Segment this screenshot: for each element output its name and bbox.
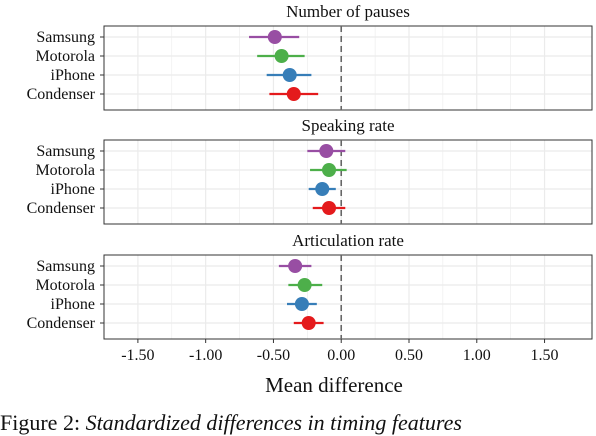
category-label: Condenser: [27, 200, 96, 217]
panel-title: Articulation rate: [292, 231, 404, 250]
panel-border: [103, 25, 593, 111]
point-estimate: [322, 163, 337, 177]
caption-prefix: Figure 2:: [0, 410, 86, 435]
x-tick-label: -0.50: [257, 347, 290, 364]
category-label: Condenser: [27, 315, 96, 332]
x-tick-label: -1.50: [121, 347, 154, 364]
point-estimate: [322, 201, 337, 215]
point-estimate: [286, 87, 301, 101]
category-label: iPhone: [51, 67, 95, 84]
category-label: Samsung: [36, 29, 95, 46]
category-label: Samsung: [36, 143, 95, 160]
facet-panels: Number of pauses Samsung Motorola iPhone Con…: [27, 2, 593, 340]
point-estimate: [319, 144, 334, 158]
point-estimate: [274, 49, 289, 63]
x-tick-label: -1.00: [189, 347, 222, 364]
category-label: Motorola: [35, 162, 95, 179]
facet-panel: Number of pauses Samsung Motorola iPhone Con…: [27, 2, 593, 111]
panel-title: Speaking rate: [302, 116, 395, 135]
panel-border: [103, 254, 593, 340]
point-estimate: [294, 297, 309, 311]
x-tick-label: 1.00: [463, 347, 491, 364]
panel-title: Number of pauses: [286, 2, 410, 21]
category-label: iPhone: [51, 296, 95, 313]
figure-caption: Figure 2: Standardized differences in ti…: [0, 410, 596, 436]
caption-text: Standardized differences in timing featu…: [85, 410, 462, 435]
point-estimate: [301, 316, 316, 330]
x-tick-label: 0.50: [395, 347, 423, 364]
point-estimate: [297, 278, 312, 292]
category-label: Condenser: [27, 86, 96, 103]
category-label: iPhone: [51, 181, 95, 198]
point-estimate: [267, 30, 282, 44]
x-axis-label: Mean difference: [265, 373, 403, 397]
x-tick-label: 0.00: [327, 347, 355, 364]
facet-panel: Articulation rate Samsung Motorola iPhone Co…: [27, 231, 593, 340]
point-estimate: [288, 259, 303, 273]
point-estimate: [315, 182, 330, 196]
category-label: Motorola: [35, 48, 95, 65]
x-tick-label: 1.50: [531, 347, 559, 364]
point-estimate: [282, 68, 297, 82]
x-axis: -1.50 -1.00 -0.50 0.00 0.50 1.00 1.50: [121, 339, 559, 364]
facet-panel: Speaking rate Samsung Motorola iPhone Conden…: [27, 116, 593, 225]
panel-border: [103, 139, 593, 225]
category-label: Samsung: [36, 258, 95, 275]
category-label: Motorola: [35, 277, 95, 294]
